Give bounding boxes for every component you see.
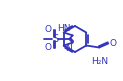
Text: H₂N: H₂N	[91, 58, 108, 67]
Text: HN: HN	[57, 24, 71, 33]
Text: S: S	[52, 34, 58, 44]
Text: O: O	[109, 39, 116, 48]
Text: O: O	[44, 43, 51, 52]
Text: N: N	[65, 44, 72, 53]
Text: O: O	[44, 26, 51, 35]
